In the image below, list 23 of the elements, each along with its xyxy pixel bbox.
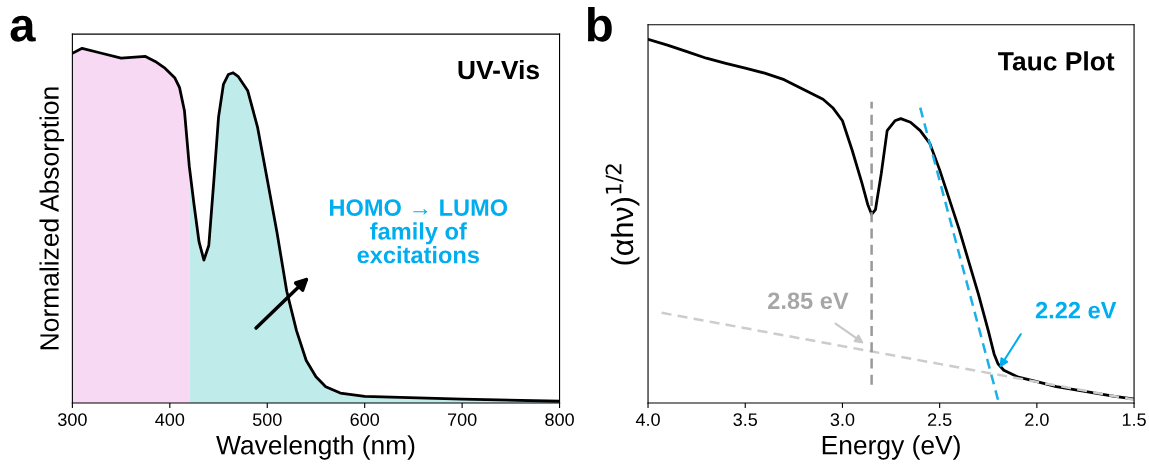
chart-title: UV-Vis [458,59,539,80]
x-tick-label: 3.0 [830,413,855,427]
x-tick-label: 500 [252,413,282,427]
y-axis-title: Normalized Absorption [39,87,65,350]
text: b [587,7,612,42]
chart-title: Tauc Plot [998,51,1115,71]
annotation: 2.22 eV [1035,301,1117,319]
x-axis-title: Energy (eV) [822,435,960,460]
x-tick-label: 600 [350,413,380,427]
x-tick-label: 2.5 [928,413,952,427]
annotation: HOMO → LUMO family of excitations [330,199,508,264]
x-axis-title: Wavelength (nm) [216,435,415,460]
y-axis-title: (αhν)$^{1/2}$ [605,164,640,265]
x-tick-label: 3.5 [733,413,758,427]
x-tick-label: 300 [58,413,87,427]
annotation: 2.85 eV [768,292,849,310]
x-tick-label: 1.5 [1122,413,1146,427]
x-tick-label: 2.0 [1025,413,1049,427]
text: a [10,15,36,42]
x-tick-label: 400 [155,413,185,427]
x-tick-label: 800 [545,413,574,427]
x-tick-label: 700 [447,413,477,427]
x-tick-label: 4.0 [635,413,660,427]
